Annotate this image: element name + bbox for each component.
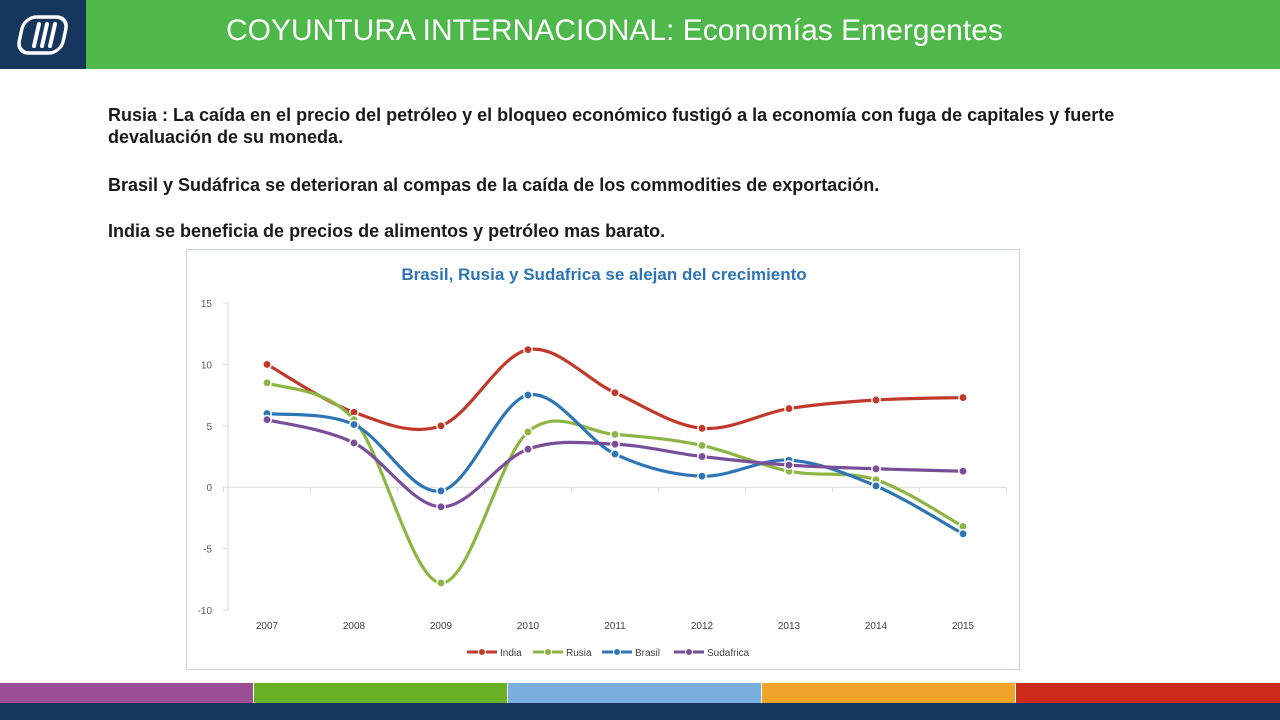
data-point-brasil: [436, 485, 446, 496]
series-line-rusia: [266, 381, 964, 585]
footer-bar-purple: [0, 683, 254, 703]
paragraph-brasil-sudafrica: Brasil y Sudáfrica se deterioran al comp…: [108, 175, 880, 195]
legend-marker-brasil: [613, 648, 621, 656]
data-point-sudafrica: [349, 438, 359, 448]
footer-bar-red: [1016, 683, 1280, 703]
data-point-brasil: [349, 419, 359, 430]
y-tick-label: 5: [206, 422, 212, 433]
data-point-sudafrica: [610, 439, 620, 450]
data-point-india: [697, 423, 707, 434]
data-point-rusia: [523, 426, 533, 437]
header-bar: [86, 0, 1280, 69]
footer-band: [0, 703, 1280, 720]
series-line-brasil: [266, 393, 964, 536]
data-point-brasil: [871, 481, 881, 491]
company-logo-icon: [17, 15, 68, 55]
data-point-sudafrica: [697, 451, 707, 462]
x-tick-label: 2008: [343, 621, 366, 632]
legend-marker-rusia: [544, 648, 552, 656]
data-point-rusia: [697, 440, 707, 451]
data-point-rusia: [436, 578, 446, 588]
data-point-sudafrica: [958, 466, 968, 477]
footer-bar-orange: [762, 683, 1016, 703]
x-tick-label: 2010: [517, 621, 540, 632]
data-point-india: [784, 403, 794, 414]
legend-label-sudafrica: Sudafrica: [707, 648, 750, 659]
chart-canvas: Brasil, Rusia y Sudafrica se alejan del …: [198, 265, 1007, 659]
data-point-india: [958, 392, 968, 403]
data-point-sudafrica: [436, 501, 446, 512]
data-point-india: [436, 420, 446, 431]
page-title: COYUNTURA INTERNACIONAL: Economías Emerg…: [226, 14, 1003, 47]
data-point-rusia: [262, 377, 272, 388]
legend-marker-india: [478, 648, 486, 656]
x-tick-label: 2012: [691, 621, 714, 632]
y-tick-label: -5: [203, 545, 212, 556]
data-point-sudafrica: [262, 414, 272, 425]
x-tick-label: 2009: [430, 621, 453, 632]
data-point-brasil: [610, 449, 620, 459]
x-tick-label: 2011: [604, 621, 626, 632]
x-tick-label: 2013: [778, 621, 801, 632]
line-chart: Brasil, Rusia y Sudafrica se alejan del …: [186, 249, 1020, 670]
y-tick-label: -10: [198, 606, 213, 617]
data-point-india: [871, 395, 881, 405]
chart-title: Brasil, Rusia y Sudafrica se alejan del …: [401, 265, 806, 284]
data-point-sudafrica: [871, 463, 881, 474]
data-point-brasil: [697, 471, 707, 482]
x-tick-label: 2015: [952, 621, 975, 632]
x-tick-label: 2007: [256, 621, 279, 632]
paragraph-rusia: Rusia : La caída en el precio del petról…: [108, 105, 1115, 147]
data-point-india: [262, 359, 272, 370]
footer-bar-blue: [508, 683, 762, 703]
legend-label-india: India: [500, 648, 522, 659]
data-point-rusia: [610, 429, 620, 440]
footer-color-bars: [0, 683, 1280, 703]
y-tick-label: 15: [201, 299, 213, 310]
legend-marker-sudafrica: [685, 648, 693, 656]
footer-bar-green: [254, 683, 508, 703]
legend-label-rusia: Rusia: [566, 648, 592, 659]
x-tick-label: 2014: [865, 621, 888, 632]
data-point-india: [610, 387, 620, 398]
data-point-sudafrica: [523, 444, 533, 455]
paragraph-india: India se beneficia de precios de aliment…: [108, 221, 666, 241]
y-tick-label: 0: [206, 483, 212, 494]
data-point-brasil: [958, 528, 968, 539]
data-point-india: [523, 344, 533, 355]
data-point-brasil: [523, 390, 533, 401]
y-tick-label: 10: [201, 360, 213, 371]
legend-label-brasil: Brasil: [635, 648, 660, 659]
data-point-sudafrica: [784, 460, 794, 471]
logo-panel: [0, 0, 86, 69]
